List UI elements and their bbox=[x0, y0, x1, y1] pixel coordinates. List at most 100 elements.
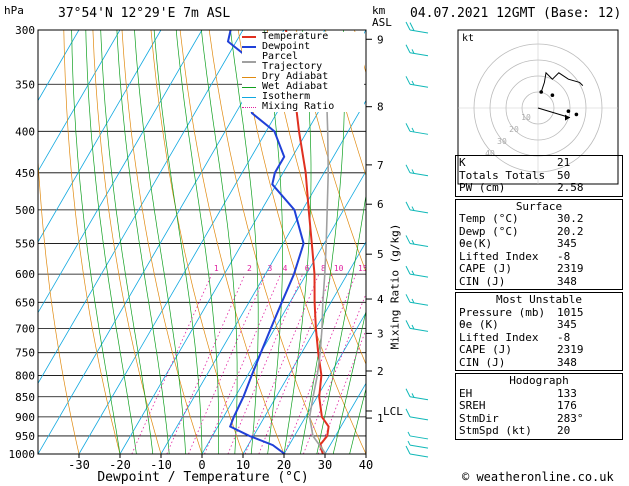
footer-credit[interactable]: © weatheronline.co.uk bbox=[462, 470, 614, 484]
wet-adiabat-line bbox=[316, 193, 366, 454]
wet-adiabat-line bbox=[85, 30, 137, 454]
indices-top-box: K 21 Totals Totals 50 PW (cm) 2.58 bbox=[455, 155, 623, 197]
km-tick-label: 7 bbox=[377, 159, 384, 172]
temp-tick-label: -20 bbox=[109, 458, 131, 472]
mixing-ratio-line bbox=[303, 292, 366, 454]
km-unit-label: km bbox=[372, 4, 386, 17]
wind-barb bbox=[405, 201, 429, 214]
wet-adiabat-line bbox=[230, 30, 259, 454]
hodograph-ring-label: 20 bbox=[509, 125, 519, 134]
pressure-tick-label: 600 bbox=[15, 268, 35, 281]
hodograph-point bbox=[574, 112, 579, 117]
dry-adiabat-line bbox=[325, 30, 366, 177]
index-row: Dewp (°C) 20.2 bbox=[459, 224, 584, 238]
pressure-tick-label: 300 bbox=[15, 24, 35, 37]
dry-adiabat-line bbox=[121, 30, 203, 454]
mixing-ratio-label: 1 bbox=[214, 264, 219, 273]
mixing-ratio-line bbox=[188, 273, 266, 454]
temp-tick-label: 30 bbox=[318, 458, 332, 472]
wind-barb bbox=[405, 123, 429, 135]
surface-title: Surface bbox=[515, 199, 563, 213]
temp-tick-label: 20 bbox=[277, 458, 291, 472]
wet-adiabat-line bbox=[153, 30, 203, 454]
index-row: CIN (J) 348 bbox=[459, 274, 577, 288]
mixing-ratio-line bbox=[227, 273, 304, 454]
indices-panel: K 21 Totals Totals 50 PW (cm) 2.58 Surface … bbox=[455, 155, 623, 440]
wet-adiabat-line bbox=[116, 30, 170, 454]
pressure-tick-label: 400 bbox=[15, 125, 35, 138]
pressure-tick-label: 950 bbox=[15, 430, 35, 443]
index-row: StmSpd (kt) 20 bbox=[459, 424, 571, 437]
wet-adiabat-line bbox=[134, 30, 186, 454]
pressure-tick-label: 650 bbox=[15, 296, 35, 309]
pressure-tick-label: 1000 bbox=[9, 448, 36, 461]
wind-barb bbox=[405, 294, 429, 306]
wind-barb bbox=[407, 440, 429, 449]
km-tick-label: 3 bbox=[377, 327, 384, 340]
legend-item-dewpoint: Dewpoint bbox=[242, 42, 364, 52]
mixing-ratio-label: 20 bbox=[376, 264, 386, 273]
mixing-ratio-label: 4 bbox=[283, 264, 288, 273]
wet-adiabat-line bbox=[332, 309, 366, 454]
legend-item-isotherm: Isotherm bbox=[242, 92, 364, 102]
index-row: CAPE (J) 2319 bbox=[459, 262, 584, 275]
mixing-ratio-label: 6 bbox=[305, 264, 310, 273]
temp-tick-label: 0 bbox=[198, 458, 205, 472]
index-row: Temp (°C) 30.2 bbox=[459, 212, 584, 225]
legend-item-wet-adiabat: Wet Adiabat bbox=[242, 82, 364, 92]
storm-motion-arrow bbox=[537, 107, 571, 119]
temp-tick-label: 40 bbox=[359, 458, 373, 472]
index-row: θe (K) 345 bbox=[459, 318, 577, 331]
index-row: StmDir 283° bbox=[459, 411, 584, 425]
wet-adiabat-line bbox=[300, 30, 345, 454]
series-temperature bbox=[285, 30, 330, 454]
legend: Temperature Dewpoint Parcel Trajectory D… bbox=[242, 32, 364, 112]
wet-adiabat-line bbox=[100, 30, 154, 454]
hodograph-point bbox=[539, 90, 543, 94]
dry-adiabat-line bbox=[92, 30, 162, 454]
isotherm-line bbox=[283, 311, 366, 454]
mixing-ratio-line bbox=[204, 273, 282, 454]
hodograph-point bbox=[566, 109, 571, 113]
legend-item-parcel: Parcel Trajectory bbox=[242, 52, 364, 72]
wind-barb bbox=[405, 44, 429, 57]
km-tick-label: 4 bbox=[377, 293, 384, 306]
temp-tick-label: 10 bbox=[236, 458, 250, 472]
legend-item-dry-adiabat: Dry Adiabat bbox=[242, 72, 364, 82]
hodograph-trace bbox=[540, 71, 584, 93]
dry-adiabat-line bbox=[296, 30, 366, 273]
datetime-title: 04.07.2021 12GMT (Base: 12) bbox=[410, 6, 622, 21]
dry-adiabat-line bbox=[266, 30, 366, 366]
hodograph-ring-label: 10 bbox=[521, 113, 531, 122]
mixing-ratio-axis-label: Mixing Ratio (g/kg) bbox=[388, 223, 402, 350]
pressure-tick-label: 550 bbox=[15, 237, 35, 250]
km-tick-label: 8 bbox=[377, 101, 384, 114]
index-row: Lifted Index -8 bbox=[459, 249, 571, 263]
wind-barb bbox=[405, 408, 429, 421]
pressure-tick-label: 750 bbox=[15, 347, 35, 360]
mixing-ratio-label: 15 bbox=[358, 264, 368, 273]
mixing-ratio-line bbox=[244, 273, 320, 454]
hodograph-point bbox=[550, 93, 555, 97]
temp-tick-label: -10 bbox=[150, 458, 172, 472]
mixing-ratio-label: 2 bbox=[247, 264, 252, 273]
hodograph-title: Hodograph bbox=[509, 374, 569, 387]
dry-adiabat-line bbox=[38, 153, 80, 454]
index-row: Lifted Index -8 bbox=[459, 330, 571, 344]
km-tick-label: 1 bbox=[377, 412, 384, 425]
hodograph-unit-label: kt bbox=[462, 33, 474, 44]
location-title: 37°54'N 12°29'E 7m ASL bbox=[58, 6, 231, 21]
km-tick-label: 5 bbox=[377, 248, 384, 261]
most-unstable-box: Most Unstable Pressure (mb) 1015 θe (K) 34… bbox=[455, 292, 623, 371]
index-row: K 21 bbox=[459, 156, 571, 169]
dry-adiabat-line bbox=[237, 30, 366, 454]
mixing-ratio-line bbox=[131, 273, 213, 454]
isotherm-line bbox=[38, 30, 162, 243]
mixing-ratio-label: 8 bbox=[321, 264, 326, 273]
mixing-ratio-line bbox=[317, 328, 366, 454]
isotherm-line bbox=[38, 30, 80, 102]
wind-barb bbox=[405, 320, 429, 332]
wet-adiabat-line bbox=[349, 387, 366, 454]
pressure-tick-label: 900 bbox=[15, 411, 35, 424]
